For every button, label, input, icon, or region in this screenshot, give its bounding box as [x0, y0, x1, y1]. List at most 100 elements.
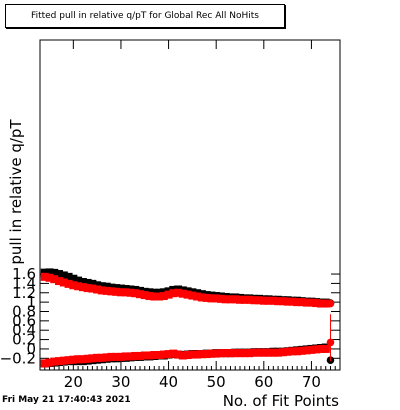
x-tick-label: 40 [159, 373, 178, 391]
data-point [88, 279, 97, 288]
x-tick-label: 20 [64, 373, 83, 391]
data-point [259, 348, 268, 357]
data-point [307, 298, 316, 307]
data-point [288, 297, 297, 306]
data-point [59, 271, 68, 280]
data-point [55, 277, 64, 286]
data-point [69, 281, 78, 290]
data-point [193, 292, 202, 301]
data-point [278, 348, 287, 357]
data-point [126, 288, 135, 297]
data-point [59, 356, 68, 365]
y-tick-label: 1.2 [12, 284, 36, 302]
data-point [274, 348, 283, 357]
data-point [259, 296, 268, 305]
data-point [188, 350, 197, 359]
y-tick-label: −0.2 [0, 349, 36, 367]
data-point [112, 352, 121, 361]
data-point [245, 349, 254, 358]
data-point [245, 295, 254, 304]
data-point [188, 291, 197, 300]
data-point [159, 292, 168, 301]
data-point [64, 272, 73, 281]
data-point [174, 288, 183, 297]
data-point [126, 352, 135, 361]
data-point [169, 349, 178, 358]
data-point [221, 295, 230, 304]
data-point [240, 349, 249, 358]
series-3 [40, 314, 335, 368]
data-point [93, 285, 102, 294]
data-point [145, 351, 154, 360]
data-point [155, 292, 164, 301]
data-point [197, 293, 206, 302]
data-point [140, 291, 149, 300]
data-point [183, 351, 192, 360]
x-tick-label: 60 [254, 373, 273, 391]
data-point [69, 355, 78, 364]
data-point [102, 282, 111, 291]
data-point [307, 345, 316, 354]
data-point [74, 355, 83, 364]
data-point [136, 351, 144, 360]
data-point [64, 279, 73, 288]
x-tick-label: 30 [111, 373, 130, 391]
data-point [116, 352, 125, 361]
data-point [264, 348, 273, 357]
data-point [150, 351, 159, 360]
data-point [78, 355, 87, 364]
data-point [107, 352, 116, 361]
data-point [102, 286, 111, 295]
data-point [183, 290, 192, 299]
data-point [321, 344, 330, 353]
data-point [269, 348, 278, 357]
y-tick-label: 0.4 [12, 321, 36, 339]
data-point [74, 276, 83, 285]
data-point [302, 346, 311, 355]
data-point [88, 284, 97, 293]
series-1 [40, 272, 335, 308]
data-point [207, 294, 216, 303]
data-point [216, 294, 225, 303]
data-point [83, 354, 92, 363]
data-point [178, 351, 187, 360]
data-point [121, 352, 130, 361]
y-tick-label: 1.6 [12, 265, 36, 283]
data-point [255, 296, 264, 305]
data-point [283, 297, 292, 306]
data-point [297, 298, 306, 307]
data-point [131, 351, 140, 360]
data-point [302, 298, 311, 307]
data-point [112, 287, 121, 296]
data-point [50, 275, 59, 284]
data-point [155, 351, 164, 360]
y-tick-label: 1.4 [12, 274, 36, 292]
data-point [93, 353, 102, 362]
timestamp: Fri May 21 17:40:43 2021 [2, 395, 131, 405]
data-point [131, 289, 140, 298]
data-point [83, 278, 92, 287]
data-point [202, 350, 211, 359]
data-point [55, 270, 64, 279]
data-point [288, 347, 297, 356]
data-point [59, 278, 68, 287]
data-point [164, 290, 173, 299]
data-point [45, 358, 54, 367]
data-point [40, 272, 49, 281]
data-point [50, 268, 59, 277]
data-point [64, 356, 73, 365]
data-point [274, 297, 283, 306]
data-point [140, 351, 149, 360]
data-point [264, 296, 273, 305]
y-tick-label: 0.8 [12, 302, 36, 320]
data-point [255, 348, 264, 357]
data-point [150, 292, 159, 301]
data-point [202, 293, 211, 302]
data-point [45, 273, 54, 282]
data-point [93, 281, 102, 290]
data-point [97, 353, 106, 362]
data-point [121, 288, 130, 297]
data-point [107, 287, 116, 296]
data-point [145, 292, 154, 301]
data-point [316, 299, 325, 308]
